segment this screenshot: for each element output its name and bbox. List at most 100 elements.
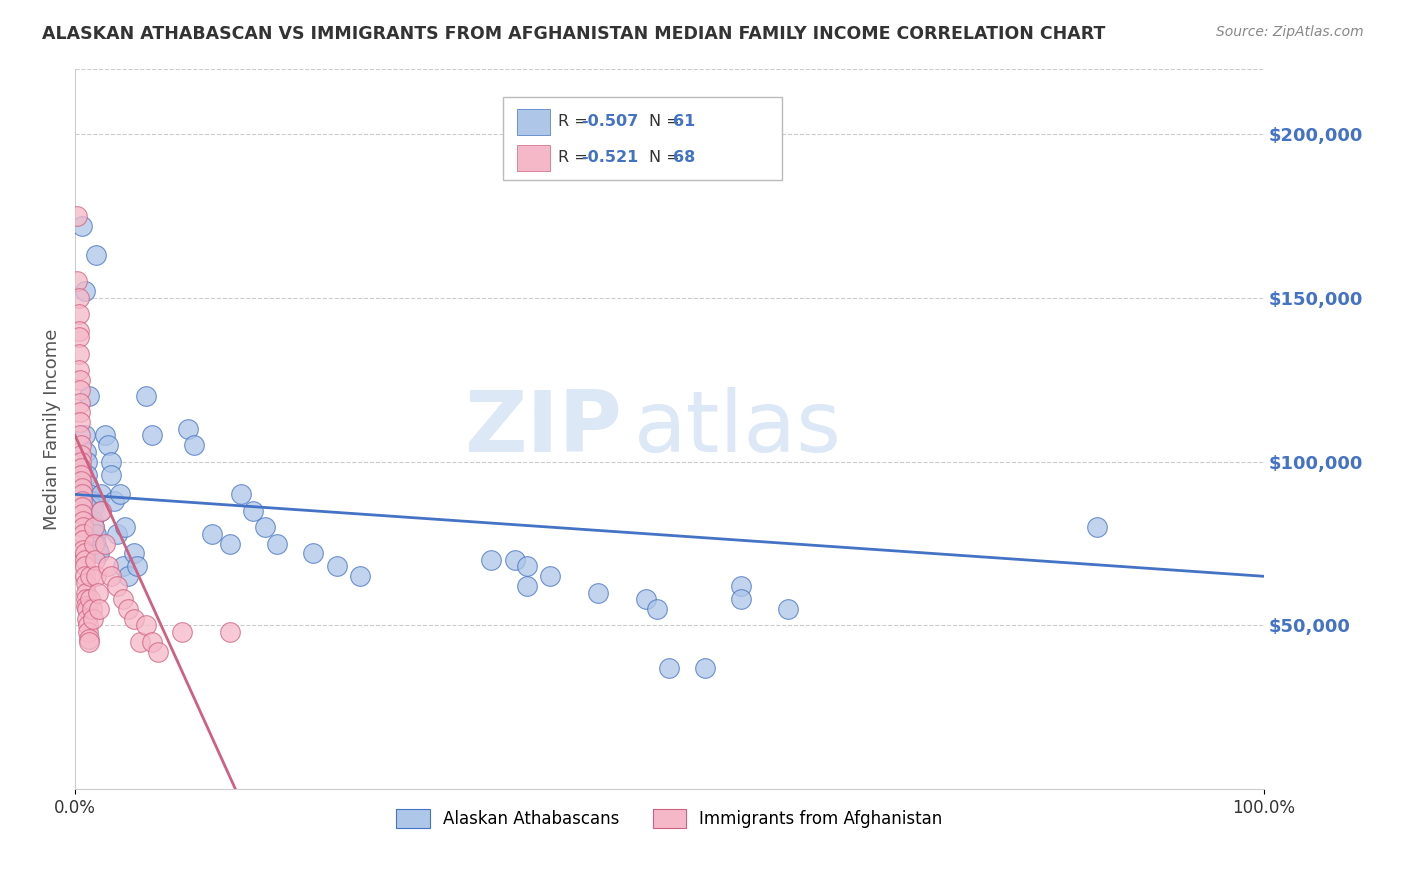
Text: -0.507: -0.507 [581,113,638,128]
Point [69,395,91,409]
Point [73,569,96,583]
Point [70,448,93,462]
FancyBboxPatch shape [503,97,782,180]
Point [77,477,100,491]
Point [97,438,120,452]
Point [170,624,193,639]
Point [77,487,100,501]
Point [86,526,108,541]
Point [135,618,157,632]
Point [218,624,240,639]
Point [83,520,105,534]
Point [108,487,131,501]
Point [86,543,108,558]
Point [90,487,112,501]
Point [516,579,538,593]
Point [73,553,96,567]
Point [79,569,101,583]
Point [84,553,107,567]
Point [67,363,90,377]
Text: ZIP: ZIP [464,387,621,470]
Point [75,575,97,590]
Point [135,389,157,403]
Point [87,602,110,616]
Point [77,635,100,649]
Point [73,546,96,560]
Point [100,569,122,583]
Point [77,618,100,632]
Point [778,602,800,616]
Point [66,275,89,289]
Point [70,500,93,515]
Point [503,553,526,567]
Point [93,428,115,442]
Point [124,546,146,560]
Point [70,467,93,482]
Point [634,592,657,607]
Point [79,592,101,607]
Text: atlas: atlas [634,387,842,470]
Text: N =: N = [650,150,685,165]
Point [80,602,103,616]
Point [87,546,110,560]
Point [114,520,136,534]
Point [70,461,93,475]
Point [103,494,125,508]
Point [124,612,146,626]
Point [349,569,371,583]
Point [111,559,134,574]
Point [266,536,288,550]
Point [83,520,105,534]
Point [301,546,323,560]
Point [76,455,98,469]
Point [129,635,152,649]
Point [93,536,115,550]
Point [693,661,716,675]
Point [86,569,108,583]
Point [86,248,108,262]
Point [111,592,134,607]
FancyBboxPatch shape [517,145,551,171]
Point [125,559,148,574]
Text: 61: 61 [673,113,695,128]
Point [70,438,93,452]
Point [83,536,105,550]
Point [254,520,277,534]
Point [70,475,93,489]
Point [70,487,93,501]
Point [516,559,538,574]
Point [97,559,120,574]
Point [658,661,681,675]
Text: R =: R = [558,113,592,128]
Point [67,346,90,360]
Point [75,445,97,459]
Point [141,635,163,649]
Point [479,553,502,567]
Point [80,494,103,508]
Point [69,383,91,397]
Point [105,579,128,593]
Text: 68: 68 [673,150,695,165]
Point [1085,520,1108,534]
Y-axis label: Median Family Income: Median Family Income [44,328,60,530]
Point [540,569,562,583]
Point [73,285,96,299]
Point [730,579,752,593]
Point [75,592,97,607]
Point [117,569,139,583]
Point [77,624,100,639]
Point [82,500,104,515]
Point [82,514,104,528]
Point [70,455,93,469]
Point [69,405,91,419]
Point [75,585,97,599]
Point [100,455,122,469]
Point [73,559,96,574]
Point [242,504,264,518]
Point [67,324,90,338]
Point [77,389,100,403]
Point [72,520,94,534]
Point [70,507,93,521]
Point [76,612,98,626]
Point [77,632,100,646]
